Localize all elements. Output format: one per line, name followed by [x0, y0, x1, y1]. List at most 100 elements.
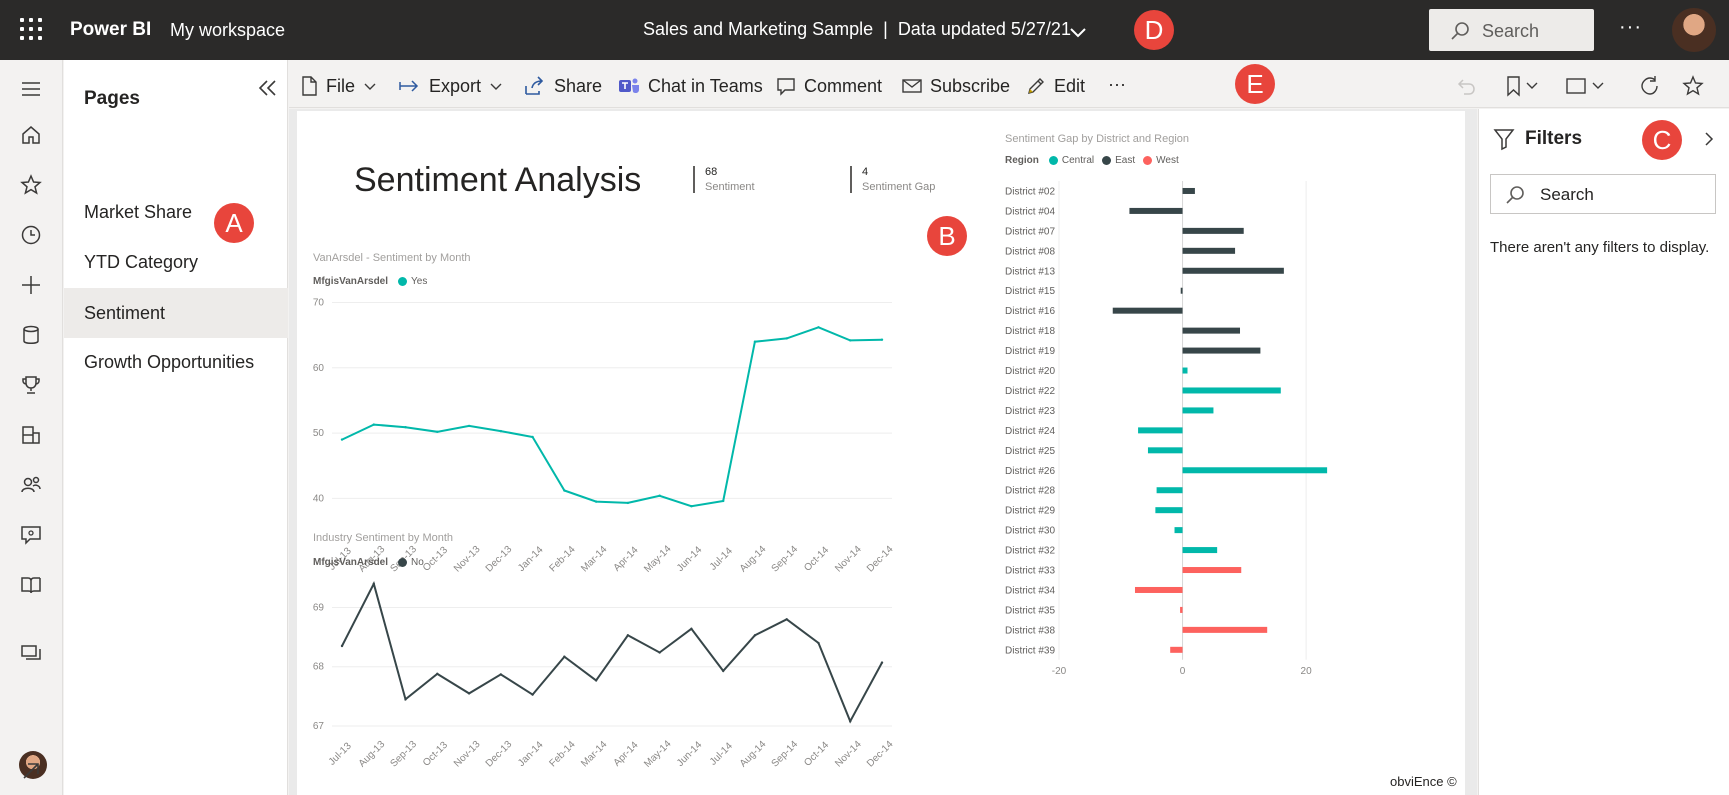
legend-dot: [398, 558, 408, 567]
file-menu[interactable]: File: [300, 74, 377, 98]
data-point: [753, 340, 757, 343]
x-tick-label: Aug-13: [357, 739, 388, 770]
y-tick-label: 67: [313, 721, 325, 732]
x-tick-label: May-14: [642, 738, 674, 770]
filters-search-input[interactable]: Search: [1490, 174, 1716, 214]
bar: [1182, 267, 1284, 274]
mail-icon: [902, 79, 922, 93]
datasets-icon[interactable]: [18, 322, 44, 348]
edit-button[interactable]: Edit: [1026, 74, 1085, 98]
sentiment-gap-bar-chart[interactable]: -20 0 20 District #02 District #04 District #…: [997, 171, 1457, 771]
page-tab-growth-opportunities[interactable]: Growth Opportunities: [84, 352, 255, 372]
workspaces-icon[interactable]: [18, 640, 44, 666]
bar: [1180, 606, 1183, 613]
category-label: District #04: [1005, 206, 1055, 217]
category-label: District #13: [1005, 266, 1055, 277]
comment-icon: [777, 78, 795, 96]
file-label: File: [326, 75, 356, 96]
share-button[interactable]: Share: [524, 74, 602, 98]
category-label: District #26: [1005, 466, 1055, 477]
x-tick-label: Jul-14: [708, 740, 735, 767]
y-tick-label: 68: [313, 662, 325, 673]
share-icon: [525, 76, 544, 95]
workspace-link[interactable]: My workspace: [170, 20, 286, 40]
bar: [1182, 407, 1214, 414]
apps-icon[interactable]: [18, 422, 44, 448]
shared-icon[interactable]: [18, 472, 44, 498]
browse-icon[interactable]: [18, 572, 44, 598]
user-avatar[interactable]: [1672, 8, 1716, 52]
kpi-card-sentiment[interactable]: 68 Sentiment: [693, 166, 755, 193]
page-tab-market-share[interactable]: Market Share: [84, 202, 193, 222]
category-label: District #24: [1005, 426, 1055, 437]
data-point: [404, 426, 407, 429]
category-label: District #39: [1005, 645, 1055, 656]
create-icon[interactable]: [18, 272, 44, 298]
more-options-icon[interactable]: ···: [1619, 16, 1642, 38]
x-tick-label: Mar-14: [579, 739, 609, 769]
category-label: District #23: [1005, 406, 1055, 417]
title-separator: |: [883, 19, 888, 39]
data-point: [785, 618, 788, 621]
app-name[interactable]: Power BI: [70, 19, 152, 40]
data-point: [785, 337, 788, 340]
report-canvas-area: Sentiment Analysis 68 Sentiment 4 Sentim…: [289, 109, 1477, 795]
share-label: Share: [554, 75, 603, 96]
chart-title: VanArsdel - Sentiment by Month: [313, 252, 471, 264]
marker-b: B: [927, 216, 967, 256]
x-tick-label: Aug-14: [738, 739, 769, 770]
data-point: [436, 672, 439, 676]
filters-search-placeholder: Search: [1540, 185, 1594, 204]
data-point: [594, 679, 598, 682]
marker-c: C: [1642, 120, 1682, 160]
export-menu[interactable]: Export: [399, 74, 503, 98]
data-point: [563, 489, 566, 492]
legend-title: MfgisVanArsdel: [313, 557, 389, 568]
series-line: [341, 581, 883, 724]
refresh-icon[interactable]: [1639, 75, 1661, 97]
y-tick-label: 60: [313, 363, 325, 374]
chevron-right-icon[interactable]: [1701, 131, 1717, 147]
subscribe-button[interactable]: Subscribe: [902, 74, 1010, 98]
x-tick-label: Dec-13: [484, 739, 515, 770]
category-label: District #34: [1005, 585, 1055, 596]
learn-icon[interactable]: [18, 522, 44, 548]
page-tab-sentiment[interactable]: Sentiment: [64, 288, 288, 338]
favorites-icon[interactable]: [18, 172, 44, 198]
category-label: District #33: [1005, 566, 1055, 577]
vanarsdel-sentiment-line-chart[interactable]: 40506070Jul-13Aug-13Sep-13Oct-13Nov-13De…: [297, 286, 897, 606]
app-launcher-icon[interactable]: [20, 18, 42, 40]
expand-icon[interactable]: [18, 758, 44, 784]
y-tick-label: 70: [313, 298, 325, 309]
favorite-star-icon[interactable]: [1682, 75, 1704, 97]
bar: [1182, 227, 1244, 234]
bookmark-icon[interactable]: [1505, 75, 1539, 97]
bar: [1112, 307, 1183, 314]
page-tab-ytd-category[interactable]: YTD Category: [84, 252, 199, 272]
kpi-value: 4: [862, 166, 869, 178]
collapse-pane-icon[interactable]: [254, 75, 282, 103]
data-point: [849, 720, 852, 723]
global-search-input[interactable]: Search: [1429, 9, 1594, 51]
undo-icon[interactable]: [1456, 75, 1478, 97]
menu-icon[interactable]: [18, 76, 44, 102]
chevron-down-icon[interactable]: [1068, 22, 1088, 42]
comment-button[interactable]: Comment: [776, 74, 882, 98]
report-title[interactable]: Sales and Marketing Sample | Data updated …: [643, 19, 1071, 40]
chat-in-teams-button[interactable]: Chat in Teams: [618, 74, 763, 98]
recent-icon[interactable]: [18, 222, 44, 248]
data-updated: Data updated 5/27/21: [897, 19, 1071, 39]
view-icon[interactable]: [1565, 75, 1605, 97]
left-navigation: [0, 60, 63, 795]
series-line: [341, 326, 883, 508]
bar: [1155, 507, 1183, 514]
more-options-icon[interactable]: ···: [1108, 73, 1126, 94]
category-label: District #35: [1005, 605, 1055, 616]
goals-icon[interactable]: [18, 372, 44, 398]
bar: [1147, 447, 1183, 454]
kpi-card-sentiment-gap[interactable]: 4 Sentiment Gap: [850, 166, 935, 193]
home-icon[interactable]: [18, 122, 44, 148]
marker-e: E: [1235, 64, 1275, 104]
profile-avatar[interactable]: [19, 751, 47, 779]
